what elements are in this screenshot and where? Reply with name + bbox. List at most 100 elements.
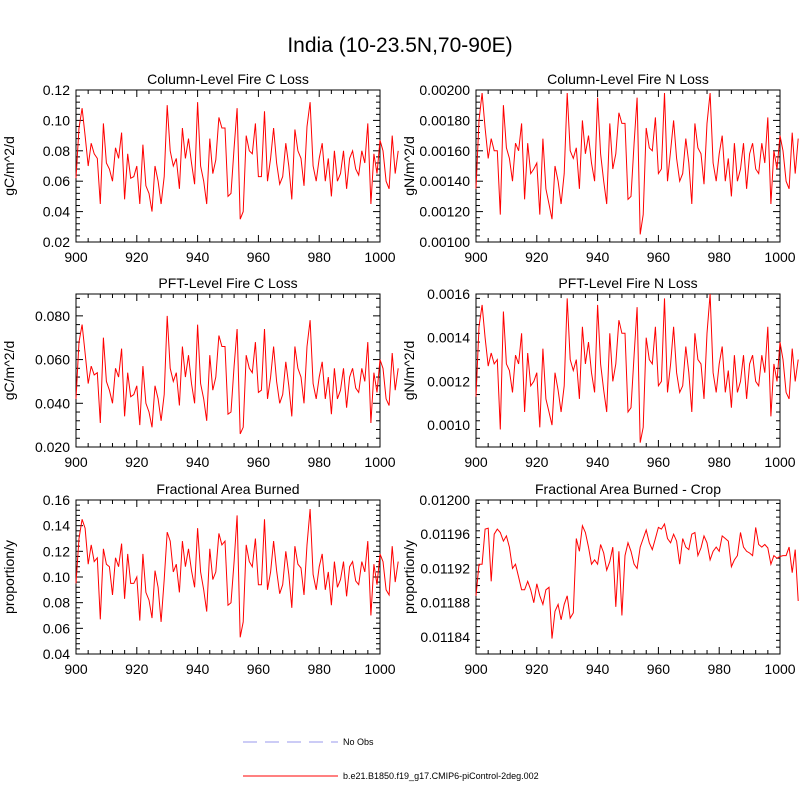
y-tick-label: 0.01200: [419, 492, 470, 508]
y-axis-label: gC/m^2/d: [1, 341, 17, 400]
y-tick-label: 0.01188: [420, 595, 470, 611]
x-tick-label: 980: [708, 249, 732, 265]
y-axis-label: gN/m^2/d: [401, 341, 417, 400]
y-tick-label: 0.01192: [420, 560, 470, 576]
x-tick-label: 980: [708, 454, 732, 470]
x-tick-label: 960: [647, 454, 671, 470]
y-tick-label: 0.04: [43, 204, 70, 220]
y-tick-label: 0.04: [43, 646, 70, 662]
y-tick-label: 0.12: [43, 82, 70, 98]
series-line: [475, 293, 799, 443]
x-tick-label: 900: [64, 454, 88, 470]
x-tick-label: 940: [186, 661, 210, 677]
y-tick-label: 0.01184: [420, 629, 470, 645]
x-tick-label: 940: [186, 249, 210, 265]
y-axis-label: gN/m^2/d: [401, 136, 417, 195]
y-axis-label: proportion/y: [401, 540, 417, 614]
plot-frame: [75, 89, 381, 243]
chart-panel-5: Fractional Area Burned proportion/y 900 920…: [1, 481, 399, 677]
y-tick-label: 0.040: [35, 395, 70, 411]
y-tick-label: 0.10: [43, 569, 70, 585]
y-tick-label: 0.060: [35, 352, 70, 368]
y-tick-label: 0.0012: [427, 373, 470, 389]
y-tick-label: 0.00100: [419, 234, 470, 250]
x-tick-label: 900: [464, 249, 488, 265]
x-tick-label: 940: [186, 454, 210, 470]
y-tick-label: 0.020: [35, 439, 70, 455]
x-tick-label: 900: [64, 661, 88, 677]
x-tick-label: 920: [525, 661, 549, 677]
y-tick-label: 0.00160: [419, 143, 470, 159]
x-tick-label: 960: [247, 454, 271, 470]
series-line: [475, 92, 799, 235]
series-line: [75, 102, 399, 220]
x-tick-label: 900: [464, 454, 488, 470]
y-tick-label: 0.16: [43, 492, 70, 508]
y-tick-label: 0.06: [43, 173, 70, 189]
plot-frame: [75, 499, 381, 655]
chart-panel-6: Fractional Area Burned - Crop proportion/…: [401, 481, 799, 677]
x-tick-label: 980: [308, 454, 332, 470]
legend: No Obs b.e21.B1850.f19_g17.CMIP6-piContr…: [243, 737, 539, 781]
y-tick-label: 0.01196: [420, 526, 470, 542]
x-tick-label: 980: [708, 661, 732, 677]
plot-frame: [75, 293, 381, 448]
chart-panel-3: PFT-Level Fire C Loss gC/m^2/d 900 920 940 96…: [1, 275, 399, 470]
y-tick-label: 0.0010: [427, 417, 470, 433]
y-tick-label: 0.0016: [427, 286, 470, 302]
y-tick-label: 0.00140: [419, 173, 470, 189]
legend-obs-label: No Obs: [343, 737, 374, 747]
x-tick-label: 960: [247, 249, 271, 265]
x-tick-label: 1000: [364, 454, 395, 470]
x-tick-label: 1000: [364, 661, 395, 677]
y-tick-label: 0.00200: [419, 82, 470, 98]
x-tick-label: 1000: [764, 454, 795, 470]
x-tick-label: 940: [586, 454, 610, 470]
x-tick-label: 980: [308, 661, 332, 677]
y-tick-label: 0.080: [35, 308, 70, 324]
x-tick-label: 960: [647, 661, 671, 677]
x-tick-label: 920: [125, 661, 149, 677]
panel-title: Column-Level Fire N Loss: [547, 71, 709, 87]
series-line: [75, 508, 399, 638]
x-tick-label: 940: [586, 661, 610, 677]
y-tick-label: 0.08: [43, 595, 70, 611]
plot-frame: [475, 499, 781, 655]
x-tick-label: 1000: [764, 249, 795, 265]
x-tick-label: 960: [247, 661, 271, 677]
series-line: [475, 522, 799, 639]
y-tick-label: 0.08: [43, 143, 70, 159]
x-tick-label: 960: [647, 249, 671, 265]
x-tick-label: 1000: [764, 661, 795, 677]
y-tick-label: 0.06: [43, 620, 70, 636]
figure-title: India (10-23.5N,70-90E): [287, 34, 512, 57]
legend-model-label: b.e21.B1850.f19_g17.CMIP6-piControl-2deg…: [343, 771, 539, 781]
plot-frame: [475, 89, 781, 243]
x-tick-label: 900: [464, 661, 488, 677]
series-line: [75, 315, 399, 435]
y-axis-label: gC/m^2/d: [1, 136, 17, 195]
y-tick-label: 0.14: [43, 518, 70, 534]
x-tick-label: 920: [125, 249, 149, 265]
chart-panel-2: Column-Level Fire N Loss gN/m^2/d 900 920 94…: [401, 71, 799, 265]
y-axis-label: proportion/y: [1, 540, 17, 614]
y-tick-label: 0.02: [43, 234, 70, 250]
x-tick-label: 1000: [364, 249, 395, 265]
y-tick-label: 0.10: [43, 112, 70, 128]
x-tick-label: 920: [525, 249, 549, 265]
y-tick-label: 0.12: [43, 543, 70, 559]
chart-panel-4: PFT-Level Fire N Loss gN/m^2/d 900 920 940 96…: [401, 275, 799, 470]
panel-title: Column-Level Fire C Loss: [147, 71, 309, 87]
x-tick-label: 920: [125, 454, 149, 470]
panel-title: Fractional Area Burned - Crop: [535, 481, 721, 497]
x-tick-label: 940: [586, 249, 610, 265]
x-tick-label: 920: [525, 454, 549, 470]
chart-panel-1: Column-Level Fire C Loss gC/m^2/d 900 920 94…: [1, 71, 399, 265]
y-tick-label: 0.00120: [419, 204, 470, 220]
panel-title: Fractional Area Burned: [156, 481, 299, 497]
plot-frame: [475, 293, 781, 448]
x-tick-label: 980: [308, 249, 332, 265]
panel-title: PFT-Level Fire C Loss: [158, 275, 297, 291]
y-tick-label: 0.00180: [419, 112, 470, 128]
panel-title: PFT-Level Fire N Loss: [558, 275, 697, 291]
